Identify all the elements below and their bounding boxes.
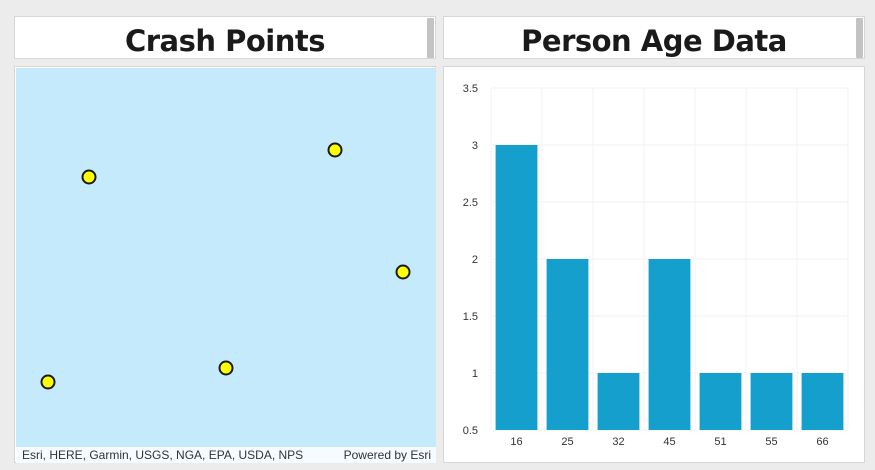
powered-by-esri[interactable]: Powered by Esri	[343, 448, 431, 462]
x-tick-label: 66	[816, 436, 828, 448]
bar-age-55[interactable]	[750, 373, 793, 430]
x-tick-label: 25	[561, 436, 573, 448]
bar-age-16[interactable]	[495, 145, 538, 430]
crash-point-marker[interactable]	[81, 169, 97, 185]
y-tick-label: 2.5	[463, 197, 478, 209]
y-tick-label: 3.5	[463, 83, 478, 95]
y-tick-label: 3	[472, 140, 478, 152]
y-tick-label: 0.5	[463, 425, 478, 437]
person-age-title: Person Age Data	[521, 24, 787, 58]
y-tick-label: 1	[472, 368, 478, 380]
x-tick-label: 45	[663, 436, 675, 448]
crash-points-title: Crash Points	[124, 24, 326, 58]
chart-panel: 0.5 1 1.5 2 2.5 3 3.5 16 25 32 45 51 55 66	[443, 66, 865, 463]
title-scrollbar-thumb[interactable]	[427, 18, 434, 58]
y-tick-label: 2	[472, 254, 478, 266]
crash-point-marker[interactable]	[395, 264, 411, 280]
x-tick-label: 16	[510, 436, 522, 448]
x-tick-label: 51	[714, 436, 726, 448]
crash-point-marker[interactable]	[40, 374, 56, 390]
title-scrollbar-thumb[interactable]	[856, 18, 863, 58]
crash-point-marker[interactable]	[218, 360, 234, 376]
person-age-title-bar: Person Age Data	[443, 16, 865, 59]
map-view[interactable]: Esri, HERE, Garmin, USGS, NGA, EPA, USDA…	[16, 68, 436, 463]
map-panel: Esri, HERE, Garmin, USGS, NGA, EPA, USDA…	[14, 66, 436, 463]
bar-age-25[interactable]	[546, 259, 589, 430]
attribution-text: Esri, HERE, Garmin, USGS, NGA, EPA, USDA…	[22, 448, 304, 462]
x-tick-label: 55	[765, 436, 777, 448]
bar-age-32[interactable]	[597, 373, 640, 430]
crash-points-title-bar: Crash Points	[14, 16, 436, 59]
map-attribution: Esri, HERE, Garmin, USGS, NGA, EPA, USDA…	[16, 447, 436, 463]
bar-age-66[interactable]	[801, 373, 844, 430]
y-tick-label: 1.5	[463, 311, 478, 323]
x-tick-label: 32	[612, 436, 624, 448]
crash-point-marker[interactable]	[327, 142, 343, 158]
age-bar-chart: 0.5 1 1.5 2 2.5 3 3.5 16 25 32 45 51 55 66	[463, 83, 849, 448]
bar-age-45[interactable]	[648, 259, 691, 430]
bar-age-51[interactable]	[699, 373, 742, 430]
